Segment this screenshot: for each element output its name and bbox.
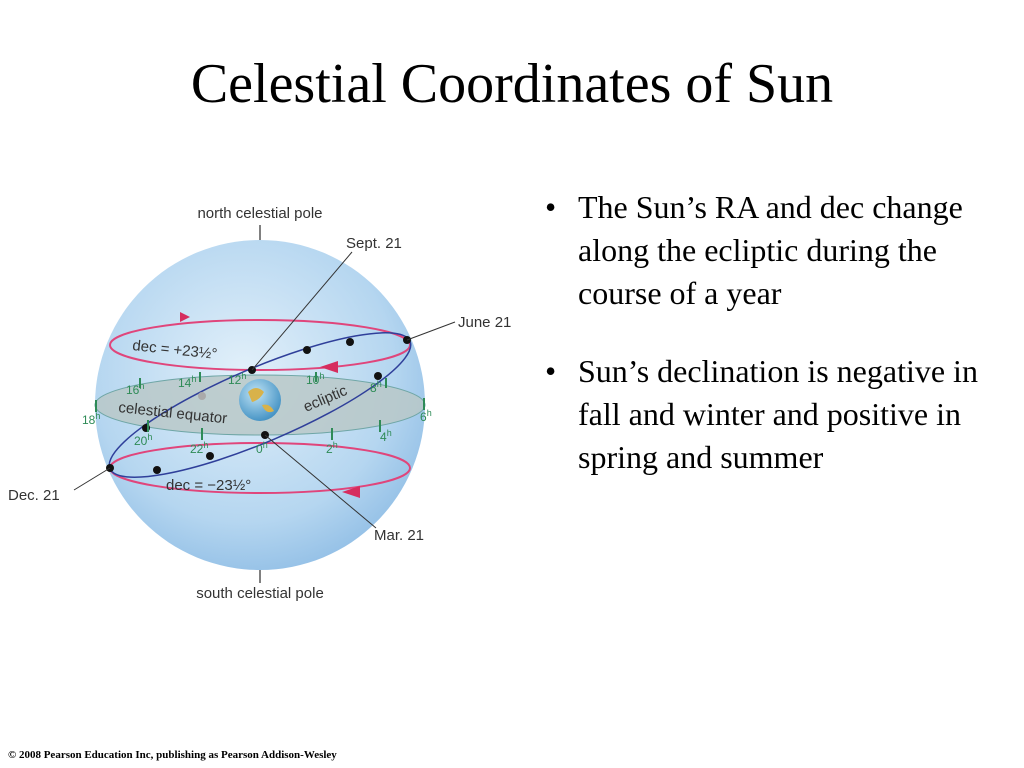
hour-number: 10	[306, 373, 320, 387]
hour-unit: h	[377, 379, 382, 389]
hour-label: 0h	[256, 440, 268, 456]
hour-number: 20	[134, 434, 148, 448]
hour-unit: h	[387, 428, 392, 438]
hour-unit: h	[319, 371, 324, 381]
footer: © 2008 Pearson Education Inc, publishing…	[8, 749, 337, 761]
hour-number: 12	[228, 373, 242, 387]
hour-label: 18h	[82, 411, 100, 427]
sphere-art	[73, 225, 456, 583]
hour-number: 6	[420, 410, 427, 424]
hour-number: 2	[326, 442, 333, 456]
hour-unit: h	[263, 440, 268, 450]
bullet-list: The Sun’s RA and dec change along the ec…	[540, 186, 990, 514]
hour-unit: h	[191, 374, 196, 384]
hour-number: 14	[178, 376, 192, 390]
hour-number: 22	[190, 442, 204, 456]
hour-unit: h	[203, 440, 208, 450]
south-pole-label: south celestial pole	[196, 585, 324, 602]
north-pole-label: north celestial pole	[197, 205, 322, 222]
hour-unit: h	[241, 371, 246, 381]
hour-label: 4h	[380, 428, 392, 444]
mar-label: Mar. 21	[374, 527, 424, 544]
hour-unit: h	[427, 408, 432, 418]
hour-label: 8h	[370, 379, 382, 395]
hour-number: 18	[82, 413, 96, 427]
hour-label: 6h	[420, 408, 432, 424]
hour-unit: h	[147, 432, 152, 442]
hour-number: 8	[370, 381, 377, 395]
slide-title: Celestial Coordinates of Sun	[190, 53, 834, 115]
bullet-item: Sun’s declination is negative in fall an…	[540, 350, 990, 479]
hour-label: 16h	[126, 381, 144, 397]
hour-number: 4	[380, 430, 387, 444]
hour-label: 2h	[326, 440, 338, 456]
dec-label: Dec. 21	[8, 487, 60, 504]
bullet-item: The Sun’s RA and dec change along the ec…	[540, 186, 990, 315]
hour-label: 12h	[228, 371, 246, 387]
hour-label: 14h	[178, 374, 196, 390]
dec-south-label: dec = −23½°	[166, 477, 251, 494]
hour-unit: h	[333, 440, 338, 450]
hour-number: 16	[126, 383, 140, 397]
hour-label: 22h	[190, 440, 208, 456]
hour-unit: h	[95, 411, 100, 421]
june-label: June 21	[458, 314, 511, 331]
hour-label: 20h	[134, 432, 152, 448]
hour-unit: h	[139, 381, 144, 391]
sept-label: Sept. 21	[346, 235, 402, 252]
hour-number: 0	[256, 442, 263, 456]
celestial-sphere-diagram: north celestial pole south celestial pol…	[8, 205, 511, 602]
hour-label: 10h	[306, 371, 324, 387]
